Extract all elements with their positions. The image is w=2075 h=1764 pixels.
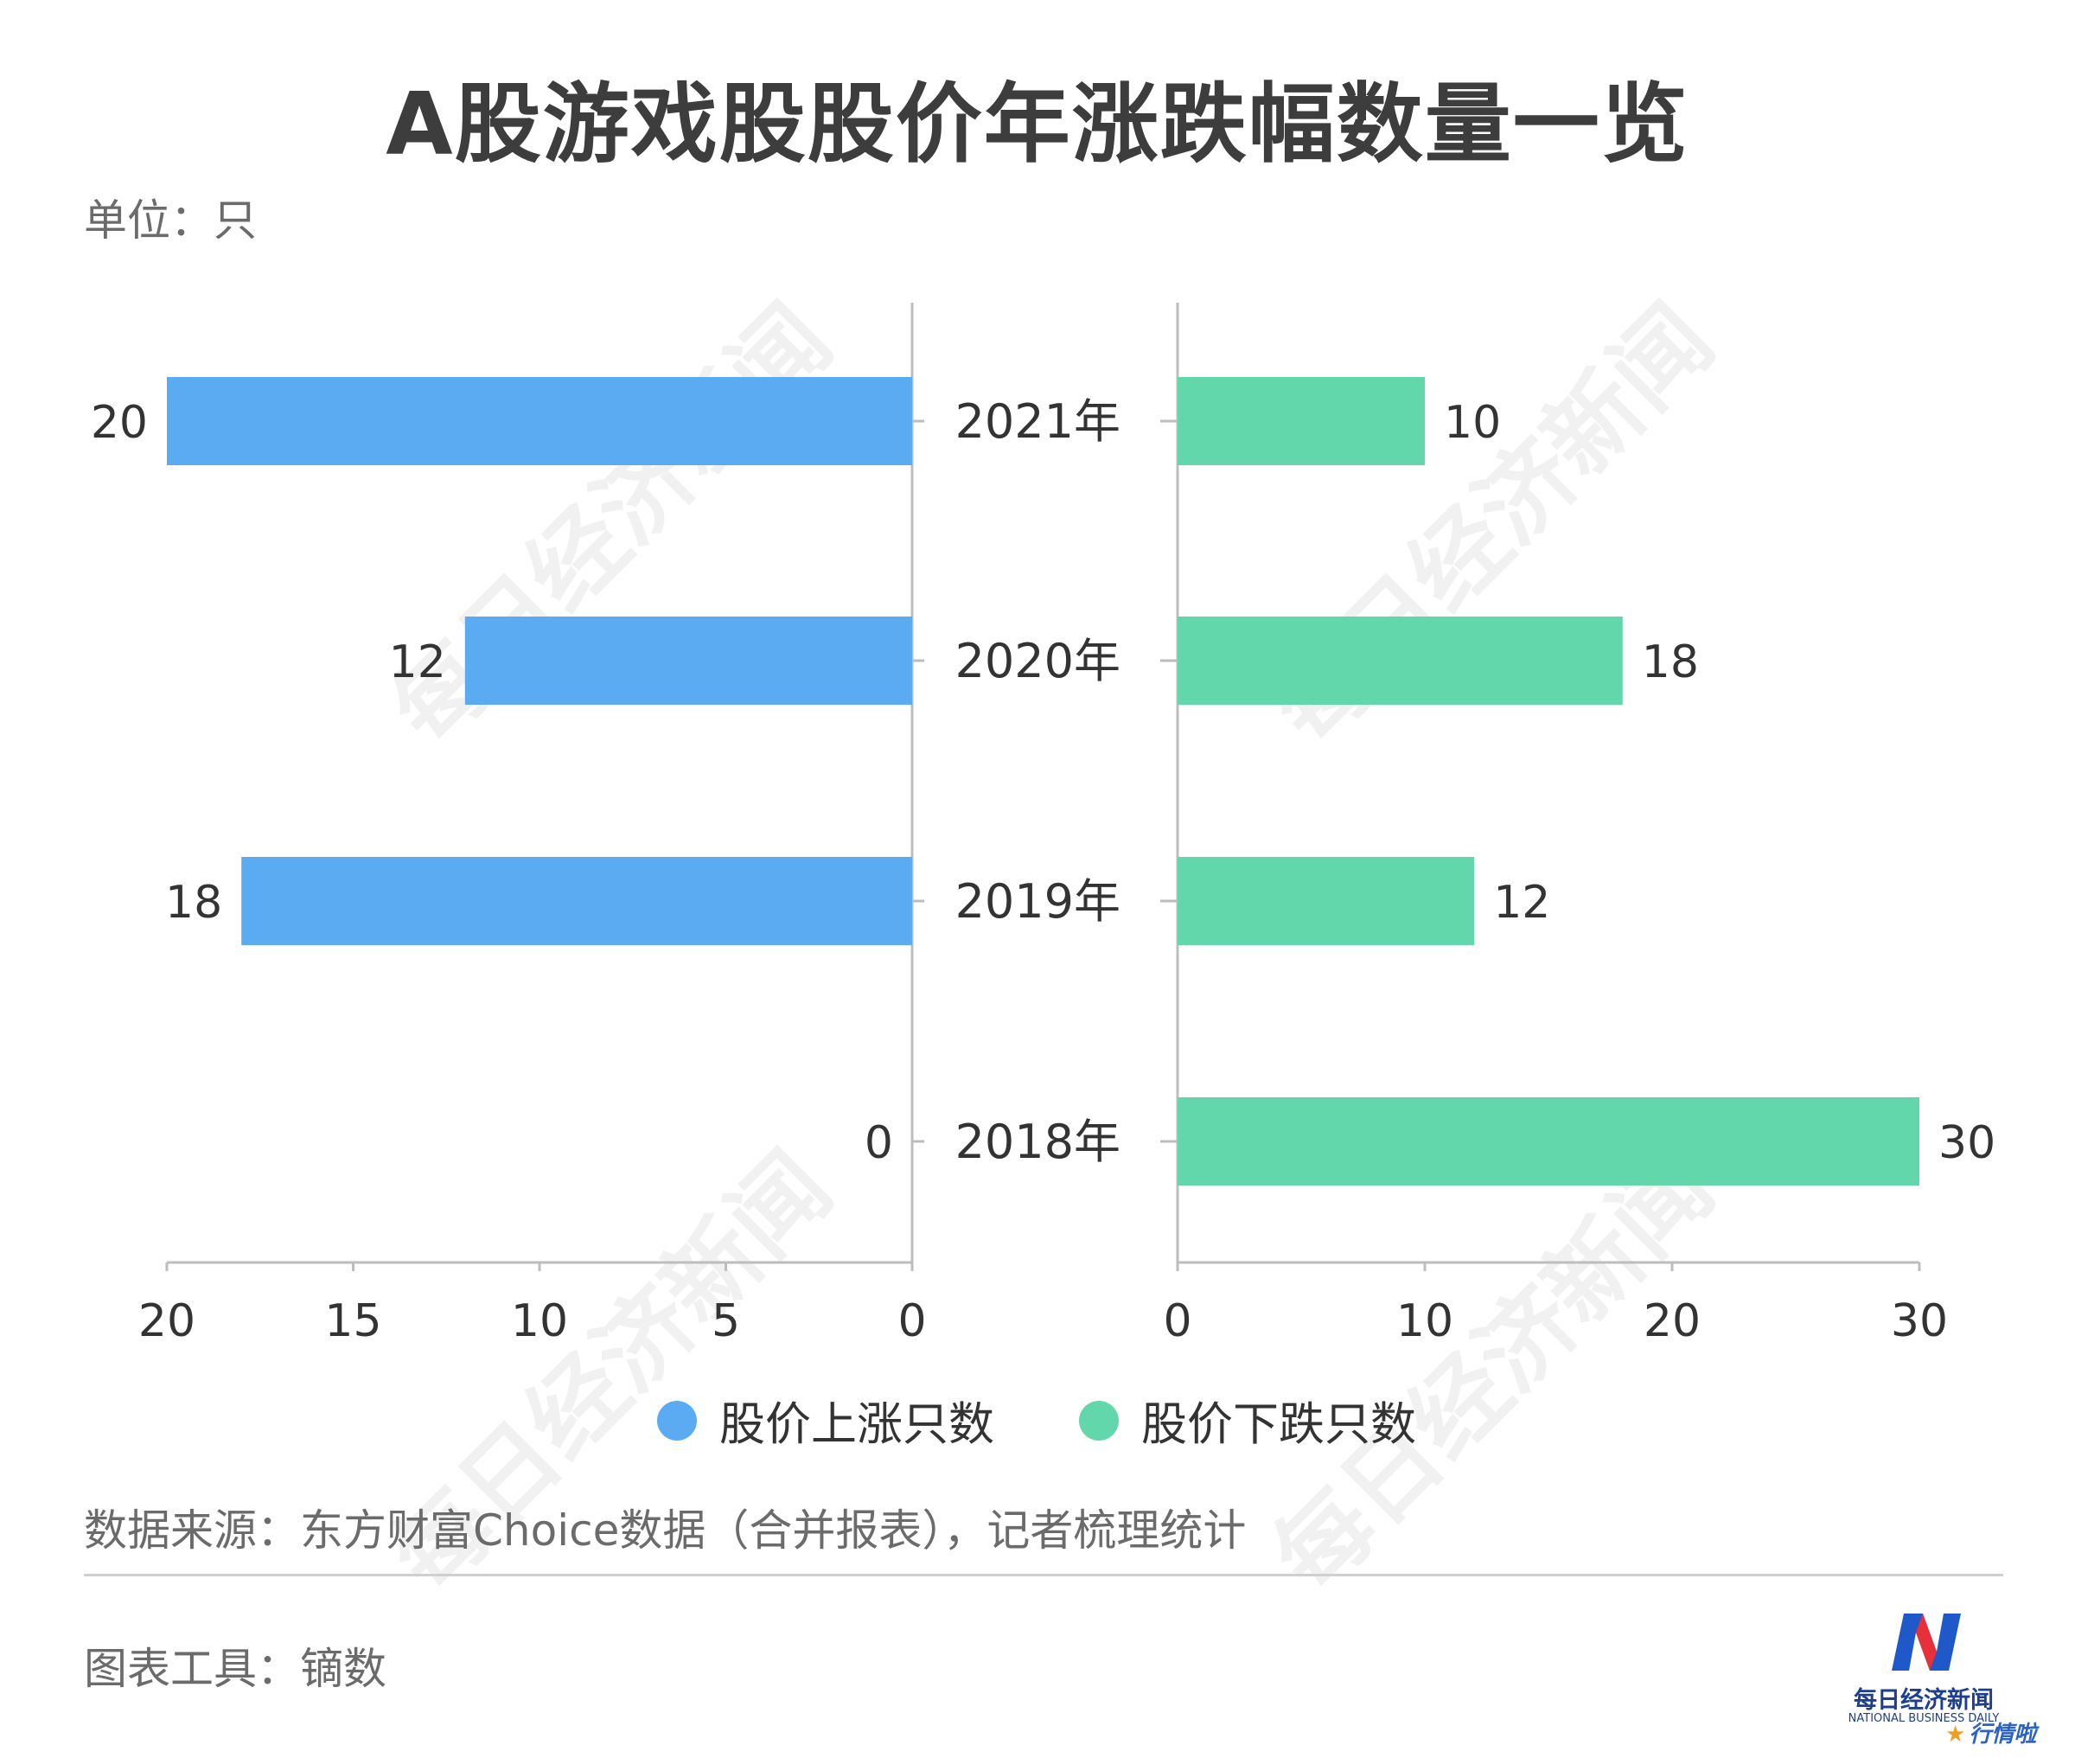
legend-item-rise[interactable]: 股价上涨只数	[657, 1388, 994, 1454]
bar-fall-0	[1178, 377, 1425, 465]
labels: 20 10 2021年 12 18 2020年 18 12 2019年 0 30 2018年	[91, 394, 1995, 1169]
left-x-tick-label: 10	[511, 1295, 568, 1347]
divider	[84, 1574, 2003, 1576]
bar-fall-value-label: 10	[1444, 397, 1501, 449]
tool-note: 图表工具：镝数	[84, 1644, 386, 1694]
bar-rise-0	[167, 377, 912, 465]
legend-dot-rise	[657, 1401, 697, 1441]
bar-fall-value-label: 18	[1642, 636, 1699, 688]
nbd-logo: 每日经济新闻 NATIONAL BUSINESS DAILY	[1837, 1608, 2010, 1738]
bar-rise-value-label: 20	[91, 397, 148, 449]
bar-fall-2	[1178, 857, 1475, 945]
right-x-tick-label: 0	[1163, 1295, 1191, 1347]
left-x-tick-label: 15	[324, 1295, 381, 1347]
logo-name-cn: 每日经济新闻	[1854, 1687, 1994, 1714]
chart-title: A股游戏股股价年涨跌幅数量一览	[386, 74, 1689, 175]
left-x-tick-label: 5	[712, 1295, 740, 1347]
legend-item-fall[interactable]: 股价下跌只数	[1079, 1388, 1416, 1454]
badge-text: 行情啦	[1969, 1722, 2037, 1748]
legend-label-fall: 股价下跌只数	[1141, 1398, 1416, 1451]
bar-fall-value-label: 30	[1938, 1117, 1995, 1169]
bar-rise-value-label: 12	[389, 636, 446, 688]
category-label: 2021年	[955, 394, 1120, 449]
right-x-tick-label: 20	[1644, 1295, 1701, 1347]
category-label: 2018年	[955, 1115, 1120, 1169]
star-icon: ★	[1945, 1722, 1966, 1748]
legend-label-rise: 股价上涨只数	[719, 1398, 994, 1451]
bar-rise-value-label: 18	[165, 877, 222, 929]
legend-dot-fall	[1079, 1401, 1119, 1441]
right-x-tick-label: 10	[1396, 1295, 1453, 1347]
nbd-logo-icon	[1892, 1614, 1961, 1671]
bar-rise-value-label: 0	[865, 1117, 893, 1169]
source-note: 数据来源：东方财富Choice数据（合并报表），记者梳理统计	[84, 1505, 1247, 1556]
category-label: 2020年	[955, 634, 1120, 688]
bar-rise-2	[241, 857, 912, 945]
bars	[167, 377, 1919, 1186]
left-x-tick-label: 20	[138, 1295, 195, 1347]
category-label: 2019年	[955, 874, 1120, 929]
unit-label: 单位：只	[84, 195, 257, 246]
right-x-tick-label: 30	[1891, 1295, 1948, 1347]
legend: 股价上涨只数 股价下跌只数	[0, 1388, 2075, 1457]
badge: ★ 行情啦	[1945, 1716, 2036, 1748]
left-x-tick-label: 0	[897, 1295, 926, 1347]
bar-rise-1	[464, 617, 912, 705]
bar-fall-value-label: 12	[1493, 877, 1550, 929]
bar-fall-3	[1178, 1097, 1919, 1186]
logo-name-en: NATIONAL BUSINESS DAILY	[1848, 1712, 2000, 1725]
bar-fall-1	[1178, 617, 1623, 705]
